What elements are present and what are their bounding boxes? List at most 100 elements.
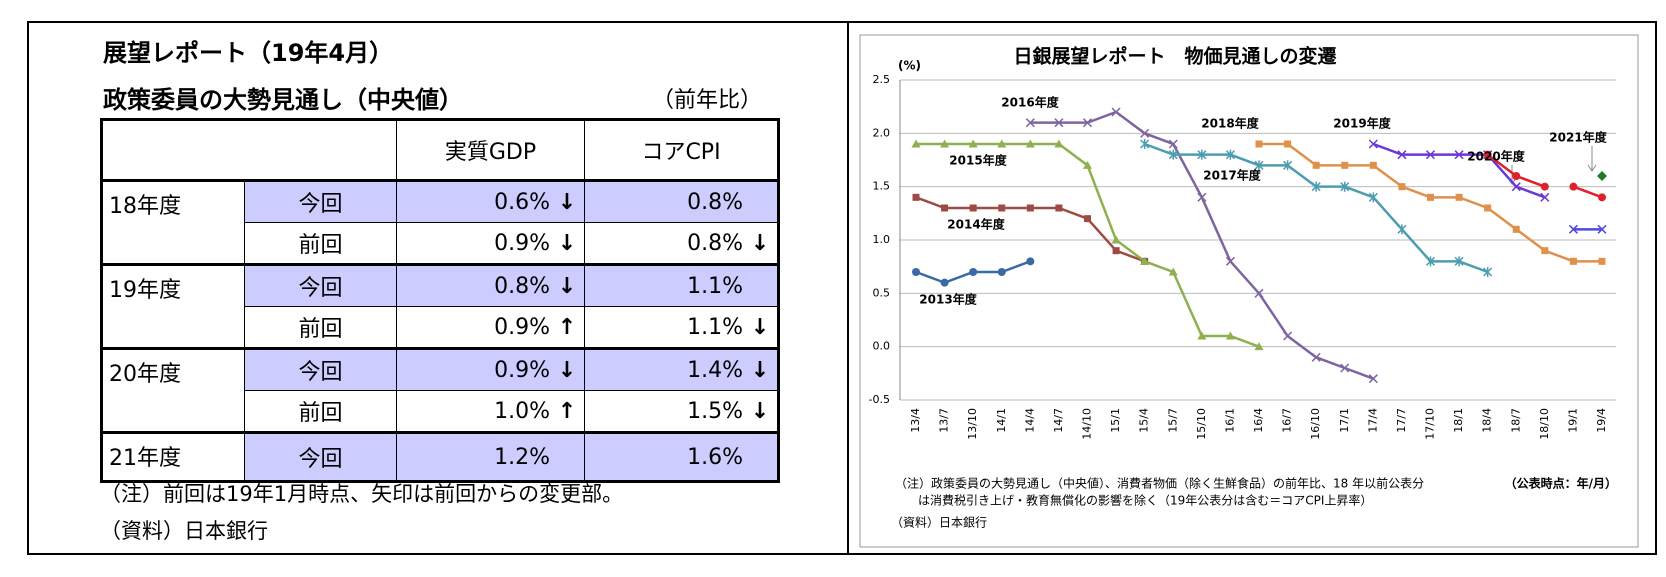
y-tick-label: 1.0	[873, 233, 891, 246]
marker-shape	[1255, 140, 1263, 148]
marker-shape	[1369, 161, 1377, 169]
x-tick-label: 16/4	[1252, 408, 1265, 433]
value: 1.2%	[494, 444, 550, 470]
marker-shape	[1197, 331, 1207, 340]
value: 0.8%	[687, 230, 743, 256]
arrow: ↓	[750, 314, 770, 340]
kind-cell: 今回	[244, 347, 397, 391]
marker-shape	[968, 139, 978, 148]
marker	[1026, 257, 1035, 266]
y-tick-label: 1.5	[873, 180, 891, 193]
value-box: 1.1%	[585, 274, 777, 299]
x-tick-label: 15/1	[1109, 408, 1122, 433]
value-cell: 0.8% ↓	[396, 263, 585, 307]
marker	[1368, 139, 1378, 149]
marker	[1368, 374, 1378, 384]
y-tick-label: -0.5	[869, 393, 890, 406]
marker-shape	[1284, 140, 1292, 148]
marker-shape	[1483, 150, 1492, 159]
value-box: 1.0% ↑	[397, 399, 584, 424]
value-box: 0.6% ↓	[397, 190, 584, 215]
arrow: ↓	[750, 230, 770, 256]
x-tick-label: 15/10	[1195, 408, 1208, 440]
x-tick-label: 18/7	[1509, 408, 1522, 433]
marker	[1340, 181, 1350, 192]
marker	[1425, 150, 1436, 160]
marker	[1168, 267, 1178, 276]
marker	[1511, 182, 1521, 192]
marker-shape	[1168, 267, 1178, 276]
x-tick-label: 19/4	[1595, 408, 1608, 433]
marker-shape	[1398, 183, 1406, 191]
marker	[1112, 247, 1120, 255]
marker-shape	[912, 268, 920, 276]
y-tick-label: 0.5	[873, 286, 891, 299]
marker	[1598, 193, 1606, 202]
x-tick-label: 15/4	[1138, 408, 1151, 433]
marker	[1025, 139, 1035, 148]
series-line	[1259, 142, 1602, 263]
marker-shape	[1083, 160, 1092, 169]
x-tick-label: 18/1	[1452, 408, 1465, 433]
marker-shape	[1455, 193, 1463, 201]
marker	[1054, 118, 1064, 128]
marker	[1569, 257, 1577, 265]
value-box: 0.9% ↓	[397, 231, 584, 256]
marker-stroke	[1397, 150, 1407, 160]
marker-shape	[1598, 257, 1606, 265]
marker-shape	[997, 139, 1007, 148]
table-row: 20年度 今回 0.9% ↓ 1.4% ↓	[101, 347, 779, 433]
forecast-table: 実質GDP コアCPI 18年度 今回 0.6% ↓ 0.8% 前回 0.9% ↓ 0.8% ↓ 1…	[100, 118, 780, 483]
marker-stroke	[1283, 331, 1293, 341]
marker	[912, 268, 920, 276]
marker	[1311, 352, 1321, 362]
value-box: 1.5% ↓	[585, 399, 777, 424]
marker-shape	[1055, 204, 1063, 212]
source: （資料）日本銀行	[100, 519, 268, 543]
marker	[1082, 118, 1093, 128]
marker	[1455, 193, 1463, 201]
marker	[1312, 161, 1320, 169]
marker-stroke	[1025, 118, 1035, 128]
series-label: 2020年度	[1467, 149, 1525, 164]
value-cell: 1.5% ↓	[584, 390, 779, 433]
x-tick-label: 16/7	[1281, 408, 1294, 433]
value: 1.1%	[687, 273, 743, 299]
value-cell: 0.8% ↓	[584, 222, 779, 265]
marker	[1054, 139, 1064, 148]
x-tick-label: 18/4	[1481, 408, 1494, 433]
marker-stroke	[1197, 192, 1207, 202]
x-tick-label: 17/7	[1395, 408, 1408, 433]
marker-stroke	[1368, 374, 1378, 384]
marker-stroke	[1454, 150, 1464, 160]
arrow: ↑	[557, 314, 577, 340]
value-box: 0.8%	[585, 190, 777, 215]
series-label: 2021年度	[1549, 130, 1607, 145]
chart-title: 日銀展望レポート 物価見通しの変遷	[1013, 45, 1336, 68]
marker	[997, 139, 1007, 148]
marker-shape	[940, 139, 950, 148]
marker	[1454, 150, 1464, 160]
marker-stroke	[1111, 107, 1121, 117]
value: 1.1%	[687, 314, 743, 340]
marker	[1597, 224, 1607, 234]
marker	[911, 139, 921, 148]
marker-shape	[1569, 257, 1577, 265]
marker	[1540, 192, 1550, 202]
chart-source: （資料）日本銀行	[891, 516, 987, 530]
marker-shape	[997, 268, 1006, 276]
marker	[1140, 128, 1150, 138]
arrow: ↓	[750, 398, 770, 424]
marker	[1284, 140, 1292, 148]
time-label: （公表時点：年/月）	[1505, 476, 1617, 491]
marker	[1484, 204, 1492, 212]
table-subtitle: 政策委員の大勢見通し（中央値）	[103, 86, 463, 114]
x-tick-label: 13/10	[966, 408, 979, 440]
value: 1.4%	[687, 357, 743, 383]
arrow: ↓	[557, 273, 577, 299]
marker-shape	[911, 139, 921, 148]
marker	[1512, 225, 1520, 233]
marker	[940, 139, 950, 148]
